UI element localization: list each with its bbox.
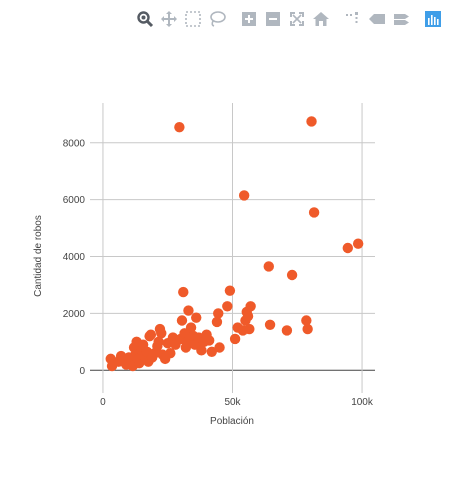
scatter-point[interactable] — [191, 312, 202, 323]
plotly-logo-icon[interactable] — [424, 10, 442, 28]
scatter-point[interactable] — [176, 315, 188, 326]
x-tick-label: 100k — [351, 397, 374, 408]
y-tick-label: 0 — [79, 366, 85, 377]
hover-compare-icon[interactable] — [392, 10, 410, 28]
reset-axes-icon[interactable] — [312, 10, 330, 28]
scatter-point[interactable] — [224, 285, 236, 296]
lasso-select-icon[interactable] — [208, 10, 226, 28]
spike-lines-icon[interactable] — [344, 10, 362, 28]
scatter-point[interactable] — [302, 323, 313, 335]
scatter-point[interactable] — [263, 261, 274, 272]
scatter-point[interactable] — [203, 335, 215, 346]
zoom-icon[interactable] — [136, 10, 154, 28]
scatter-point[interactable] — [281, 325, 293, 336]
y-tick-label: 6000 — [63, 195, 86, 206]
scatter-point[interactable] — [165, 347, 176, 359]
scatter-point[interactable] — [183, 305, 194, 316]
y-tick-label: 2000 — [63, 309, 86, 320]
scatter-point[interactable] — [206, 346, 217, 357]
modebar — [136, 10, 446, 30]
scatter-point[interactable] — [145, 329, 157, 340]
scatter-point[interactable] — [229, 333, 241, 345]
scatter-point[interactable] — [308, 207, 320, 218]
zoom-out-icon[interactable] — [264, 10, 282, 28]
y-tick-label: 8000 — [63, 138, 86, 149]
scatter-point[interactable] — [156, 328, 167, 339]
scatter-point[interactable] — [185, 322, 197, 333]
scatter-point[interactable] — [306, 116, 317, 127]
scatter-point[interactable] — [222, 301, 233, 312]
hover-closest-icon[interactable] — [368, 10, 386, 28]
scatter-point[interactable] — [245, 301, 256, 312]
y-tick-label: 4000 — [63, 252, 86, 263]
grid-lines — [90, 103, 375, 393]
x-axis-title: Población — [210, 416, 254, 427]
x-tick-label: 50k — [224, 397, 241, 408]
scatter-point[interactable] — [264, 319, 276, 330]
scatter-point[interactable] — [211, 316, 223, 328]
zoom-in-icon[interactable] — [240, 10, 258, 28]
scatter-point[interactable] — [213, 308, 224, 319]
y-axis-title: Cantidad de robos — [33, 215, 44, 297]
scatter-point[interactable] — [214, 342, 225, 353]
box-select-icon[interactable] — [184, 10, 202, 28]
autoscale-icon[interactable] — [288, 10, 306, 28]
scatter-point[interactable] — [342, 242, 353, 254]
scatter-point[interactable] — [286, 269, 298, 281]
pan-icon[interactable] — [160, 10, 178, 28]
scatter-point[interactable] — [174, 121, 185, 133]
scatter-point[interactable] — [352, 238, 364, 249]
scatter-point[interactable] — [242, 311, 254, 322]
scatter-point[interactable] — [301, 315, 312, 326]
tick-labels: 0 2000 4000 6000 8000 0 50k 100k — [63, 138, 374, 408]
x-tick-label: 0 — [100, 397, 106, 408]
scatter-point[interactable] — [178, 286, 189, 298]
scatter-point[interactable] — [196, 345, 207, 356]
scatter-point[interactable] — [153, 336, 164, 348]
scatter-point[interactable] — [238, 190, 250, 201]
scatter-point[interactable] — [244, 323, 255, 335]
data-points[interactable] — [105, 116, 364, 372]
